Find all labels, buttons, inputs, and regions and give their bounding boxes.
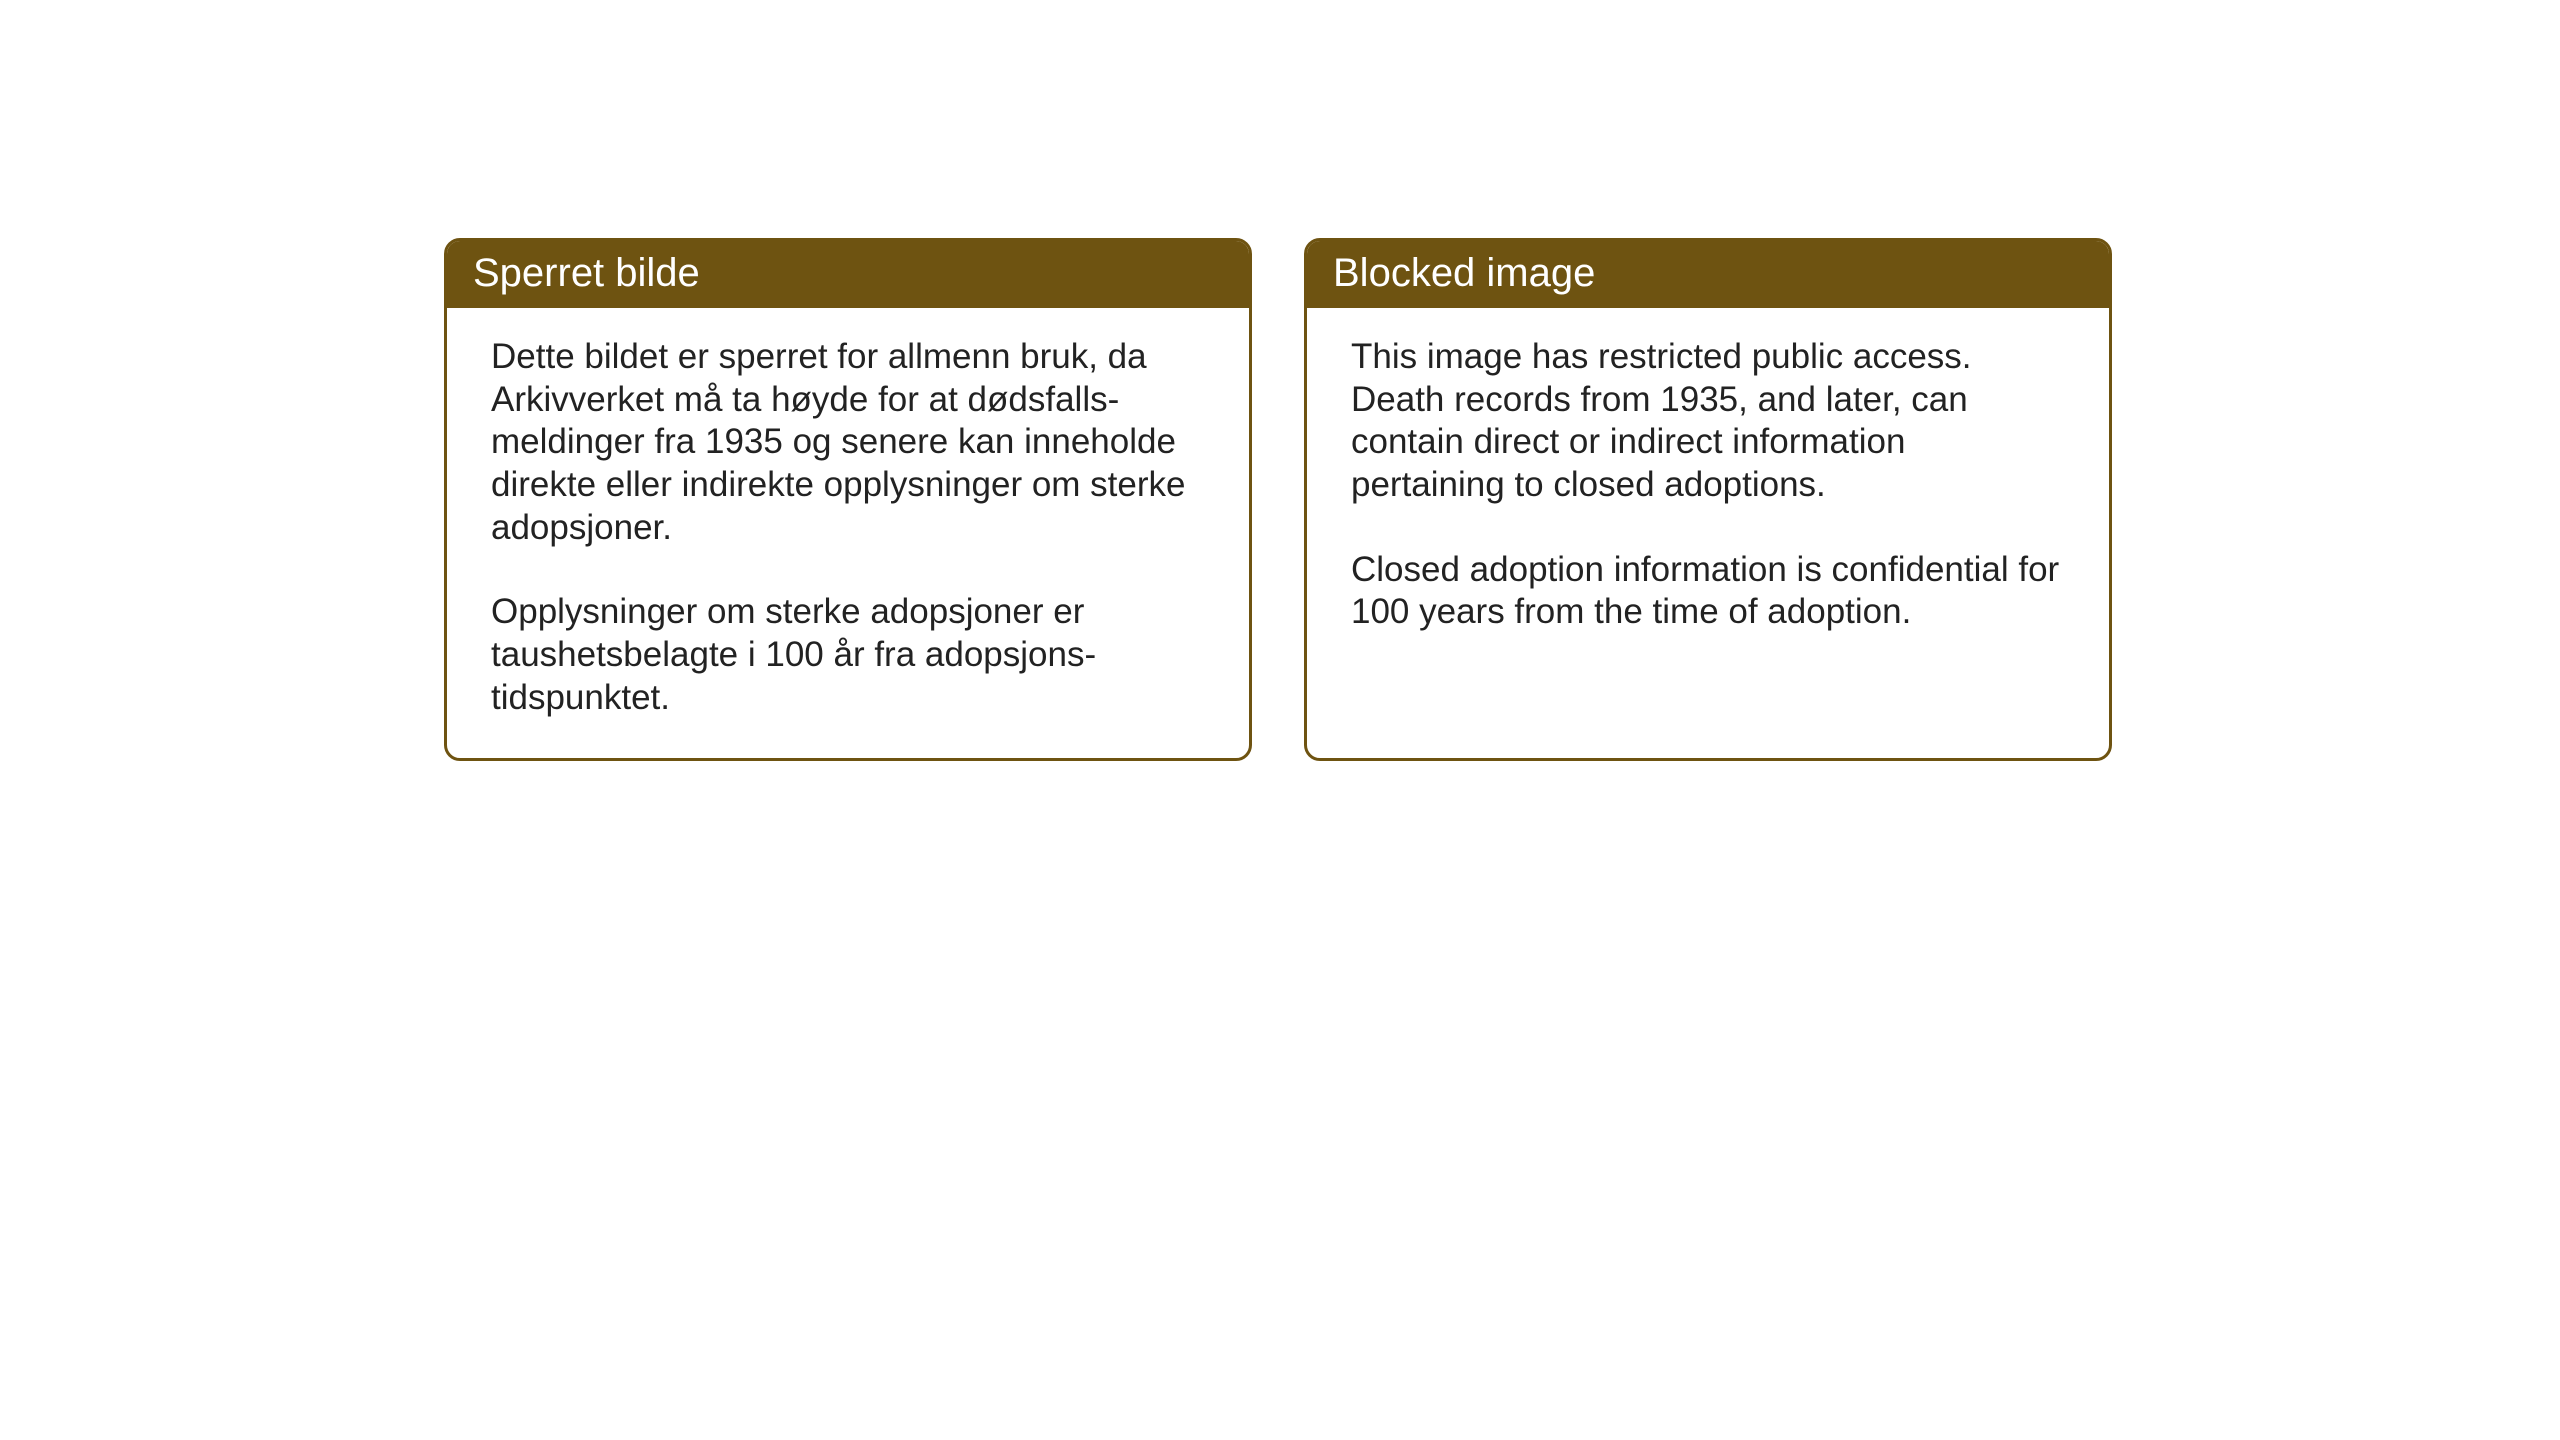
- info-box-header-norwegian: Sperret bilde: [447, 241, 1249, 308]
- info-para-norwegian-1: Dette bildet er sperret for allmenn bruk…: [491, 336, 1205, 549]
- info-box-english: Blocked image This image has restricted …: [1304, 238, 2112, 761]
- info-para-english-1: This image has restricted public access.…: [1351, 336, 2065, 507]
- info-para-norwegian-2: Opplysninger om sterke adopsjoner er tau…: [491, 591, 1205, 719]
- info-box-header-english: Blocked image: [1307, 241, 2109, 308]
- info-box-body-english: This image has restricted public access.…: [1307, 308, 2109, 672]
- info-box-norwegian: Sperret bilde Dette bildet er sperret fo…: [444, 238, 1252, 761]
- info-para-english-2: Closed adoption information is confident…: [1351, 549, 2065, 634]
- info-box-body-norwegian: Dette bildet er sperret for allmenn bruk…: [447, 308, 1249, 758]
- info-container: Sperret bilde Dette bildet er sperret fo…: [444, 238, 2112, 761]
